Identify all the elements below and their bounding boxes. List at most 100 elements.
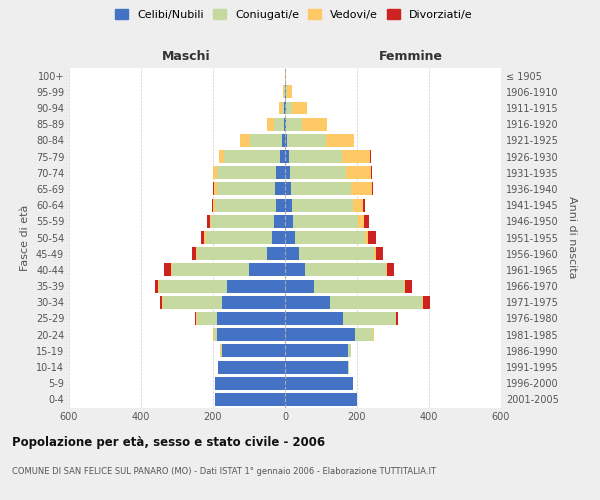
Bar <box>285 118 286 130</box>
Bar <box>370 150 371 163</box>
Bar <box>195 312 196 325</box>
Bar <box>205 231 206 244</box>
Bar <box>215 198 276 211</box>
Bar <box>285 376 353 390</box>
Bar <box>374 247 376 260</box>
Y-axis label: Anni di nascita: Anni di nascita <box>567 196 577 279</box>
Bar <box>368 231 376 244</box>
Bar <box>285 393 357 406</box>
Bar <box>171 264 172 276</box>
Bar <box>422 296 430 308</box>
Bar <box>214 328 217 341</box>
Bar <box>285 150 289 163</box>
Bar <box>192 247 196 260</box>
Bar <box>158 280 159 292</box>
Bar <box>172 264 249 276</box>
Bar <box>196 247 197 260</box>
Bar <box>215 376 285 390</box>
Bar <box>210 215 211 228</box>
Bar <box>285 231 295 244</box>
Bar <box>302 118 328 130</box>
Bar <box>214 198 215 211</box>
Text: Femmine: Femmine <box>379 50 443 64</box>
Bar <box>197 312 217 325</box>
Bar <box>346 166 371 179</box>
Bar <box>217 182 275 196</box>
Bar <box>222 296 285 308</box>
Bar <box>292 198 353 211</box>
Bar <box>289 150 341 163</box>
Bar <box>272 231 285 244</box>
Bar <box>305 264 386 276</box>
Bar <box>275 182 285 196</box>
Bar <box>155 280 158 292</box>
Text: Maschi: Maschi <box>161 50 211 64</box>
Bar <box>295 231 365 244</box>
Bar <box>201 231 205 244</box>
Bar <box>348 360 349 374</box>
Bar <box>282 102 284 114</box>
Bar <box>221 344 222 358</box>
Bar <box>353 198 364 211</box>
Bar <box>358 215 364 228</box>
Bar <box>284 118 285 130</box>
Bar <box>274 118 284 130</box>
Bar <box>217 312 285 325</box>
Bar <box>227 280 285 292</box>
Bar <box>355 328 373 341</box>
Bar <box>371 166 372 179</box>
Bar <box>249 264 285 276</box>
Bar <box>217 166 276 179</box>
Bar <box>206 231 272 244</box>
Bar <box>214 182 217 196</box>
Bar <box>224 150 280 163</box>
Bar <box>219 150 224 163</box>
Bar <box>343 312 396 325</box>
Bar <box>364 198 365 211</box>
Bar <box>285 86 286 98</box>
Bar <box>285 166 290 179</box>
Bar <box>159 280 227 292</box>
Bar <box>396 312 398 325</box>
Bar <box>285 312 343 325</box>
Y-axis label: Fasce di età: Fasce di età <box>20 204 30 270</box>
Bar <box>285 102 286 114</box>
Bar <box>314 280 404 292</box>
Bar <box>285 134 287 147</box>
Bar <box>351 182 372 196</box>
Bar <box>217 328 285 341</box>
Bar <box>239 134 250 147</box>
Legend: Celibi/Nubili, Coniugati/e, Vedovi/e, Divorziati/e: Celibi/Nubili, Coniugati/e, Vedovi/e, Di… <box>113 6 475 22</box>
Bar <box>197 247 267 260</box>
Bar <box>164 264 171 276</box>
Bar <box>292 182 351 196</box>
Text: Popolazione per età, sesso e stato civile - 2006: Popolazione per età, sesso e stato civil… <box>12 436 325 449</box>
Bar <box>376 247 383 260</box>
Bar <box>283 86 284 98</box>
Bar <box>278 102 282 114</box>
Bar <box>326 134 354 147</box>
Bar <box>274 215 285 228</box>
Bar <box>267 247 285 260</box>
Bar <box>386 264 387 276</box>
Bar <box>280 150 285 163</box>
Bar <box>163 296 222 308</box>
Bar <box>330 296 422 308</box>
Bar <box>285 296 330 308</box>
Bar <box>285 182 292 196</box>
Bar <box>222 344 285 358</box>
Bar <box>286 86 287 98</box>
Bar <box>285 328 355 341</box>
Bar <box>282 134 285 147</box>
Bar <box>285 344 348 358</box>
Bar <box>292 102 307 114</box>
Bar <box>276 198 285 211</box>
Bar <box>285 247 299 260</box>
Bar <box>250 134 282 147</box>
Bar <box>276 166 285 179</box>
Bar <box>284 102 285 114</box>
Bar <box>218 360 285 374</box>
Bar <box>404 280 405 292</box>
Bar <box>285 215 293 228</box>
Bar <box>286 102 292 114</box>
